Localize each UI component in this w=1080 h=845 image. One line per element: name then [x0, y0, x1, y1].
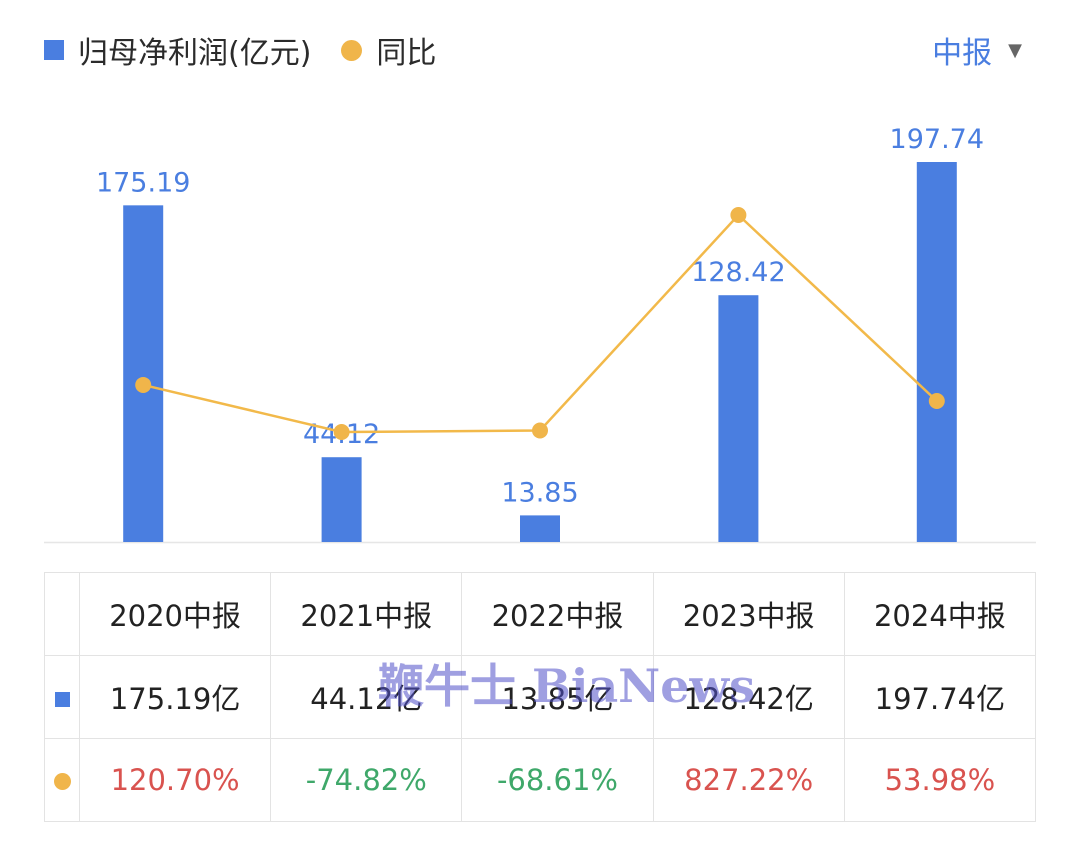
row-marker-cell: [44, 738, 80, 822]
legend-item-yoy[interactable]: 同比: [341, 28, 436, 72]
yoy-cell: -74.82%: [270, 738, 463, 822]
yoy-cell: 827.22%: [652, 738, 845, 822]
bar-4: [718, 295, 759, 542]
table-header-cell: 2020中报: [78, 572, 272, 656]
row-marker-cell: [44, 655, 80, 739]
legend-label-profit: 归母净利润(亿元): [78, 36, 312, 71]
table-header-cell: 2022中报: [461, 572, 654, 656]
table-header-row: 2020中报 2021中报 2022中报 2023中报 2024中报: [44, 572, 1037, 656]
yoy-point-3: [532, 422, 548, 439]
caret-down-icon: ▼: [1008, 39, 1022, 61]
chart-legend: 归母净利润(亿元) 同比: [44, 22, 466, 78]
orange-dot-icon: [53, 773, 71, 790]
profit-cell: 197.74亿: [843, 655, 1037, 739]
table-header-cell: 2024中报: [843, 572, 1037, 656]
data-table: 2020中报 2021中报 2022中报 2023中报 2024中报 175.1…: [44, 572, 1037, 822]
bar-3: [520, 515, 560, 542]
table-corner-cell: [44, 572, 80, 656]
period-dropdown[interactable]: 中报 ▼: [932, 22, 1022, 78]
bar-value-label-1: 175.19: [96, 167, 190, 198]
legend-square-icon: [44, 40, 64, 60]
bar-5: [916, 162, 957, 542]
bar-1: [123, 205, 164, 542]
yoy-point-4: [730, 207, 747, 223]
yoy-cell: 120.70%: [78, 738, 272, 822]
period-dropdown-value: 中报: [932, 36, 993, 71]
yoy-point-1: [135, 376, 152, 393]
profit-cell: 44.12亿: [270, 655, 463, 739]
profit-cell: 13.85亿: [461, 655, 654, 739]
table-header-cell: 2023中报: [652, 572, 845, 656]
legend-item-profit[interactable]: 归母净利润(亿元): [44, 28, 311, 72]
bar-2: [321, 457, 362, 542]
table-header-cell: 2021中报: [270, 572, 463, 656]
yoy-line: [142, 213, 938, 434]
table-row-yoy: 120.70% -74.82% -68.61% 827.22% 53.98%: [44, 738, 1037, 822]
profit-cell: 175.19亿: [78, 655, 272, 739]
yoy-cell: 53.98%: [843, 738, 1037, 822]
bar-value-label-3: 13.85: [501, 477, 578, 508]
blue-square-icon: [54, 692, 70, 707]
legend-dot-icon: [341, 39, 363, 61]
profit-cell: 128.42亿: [652, 655, 845, 739]
legend-label-yoy: 同比: [376, 36, 437, 71]
yoy-point-5: [928, 393, 945, 410]
yoy-cell: -68.61%: [461, 738, 654, 822]
bar-value-label-5: 197.74: [890, 124, 984, 155]
table-row-profit: 175.19亿 44.12亿 13.85亿 128.42亿 197.74亿: [44, 655, 1037, 739]
bar-value-label-4: 128.42: [691, 257, 785, 288]
yoy-point-2: [333, 424, 350, 440]
